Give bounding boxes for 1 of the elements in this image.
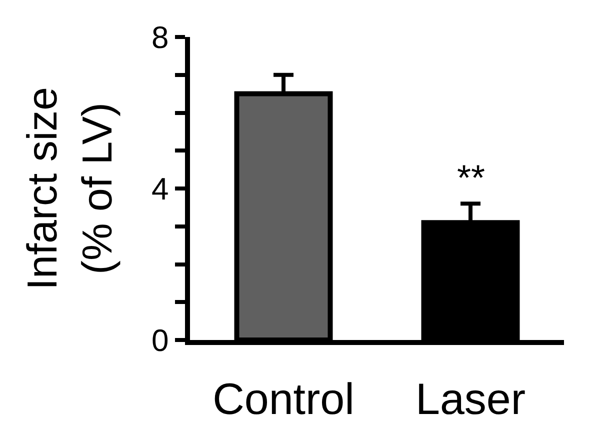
y-tick-label: 8 [152,20,169,55]
